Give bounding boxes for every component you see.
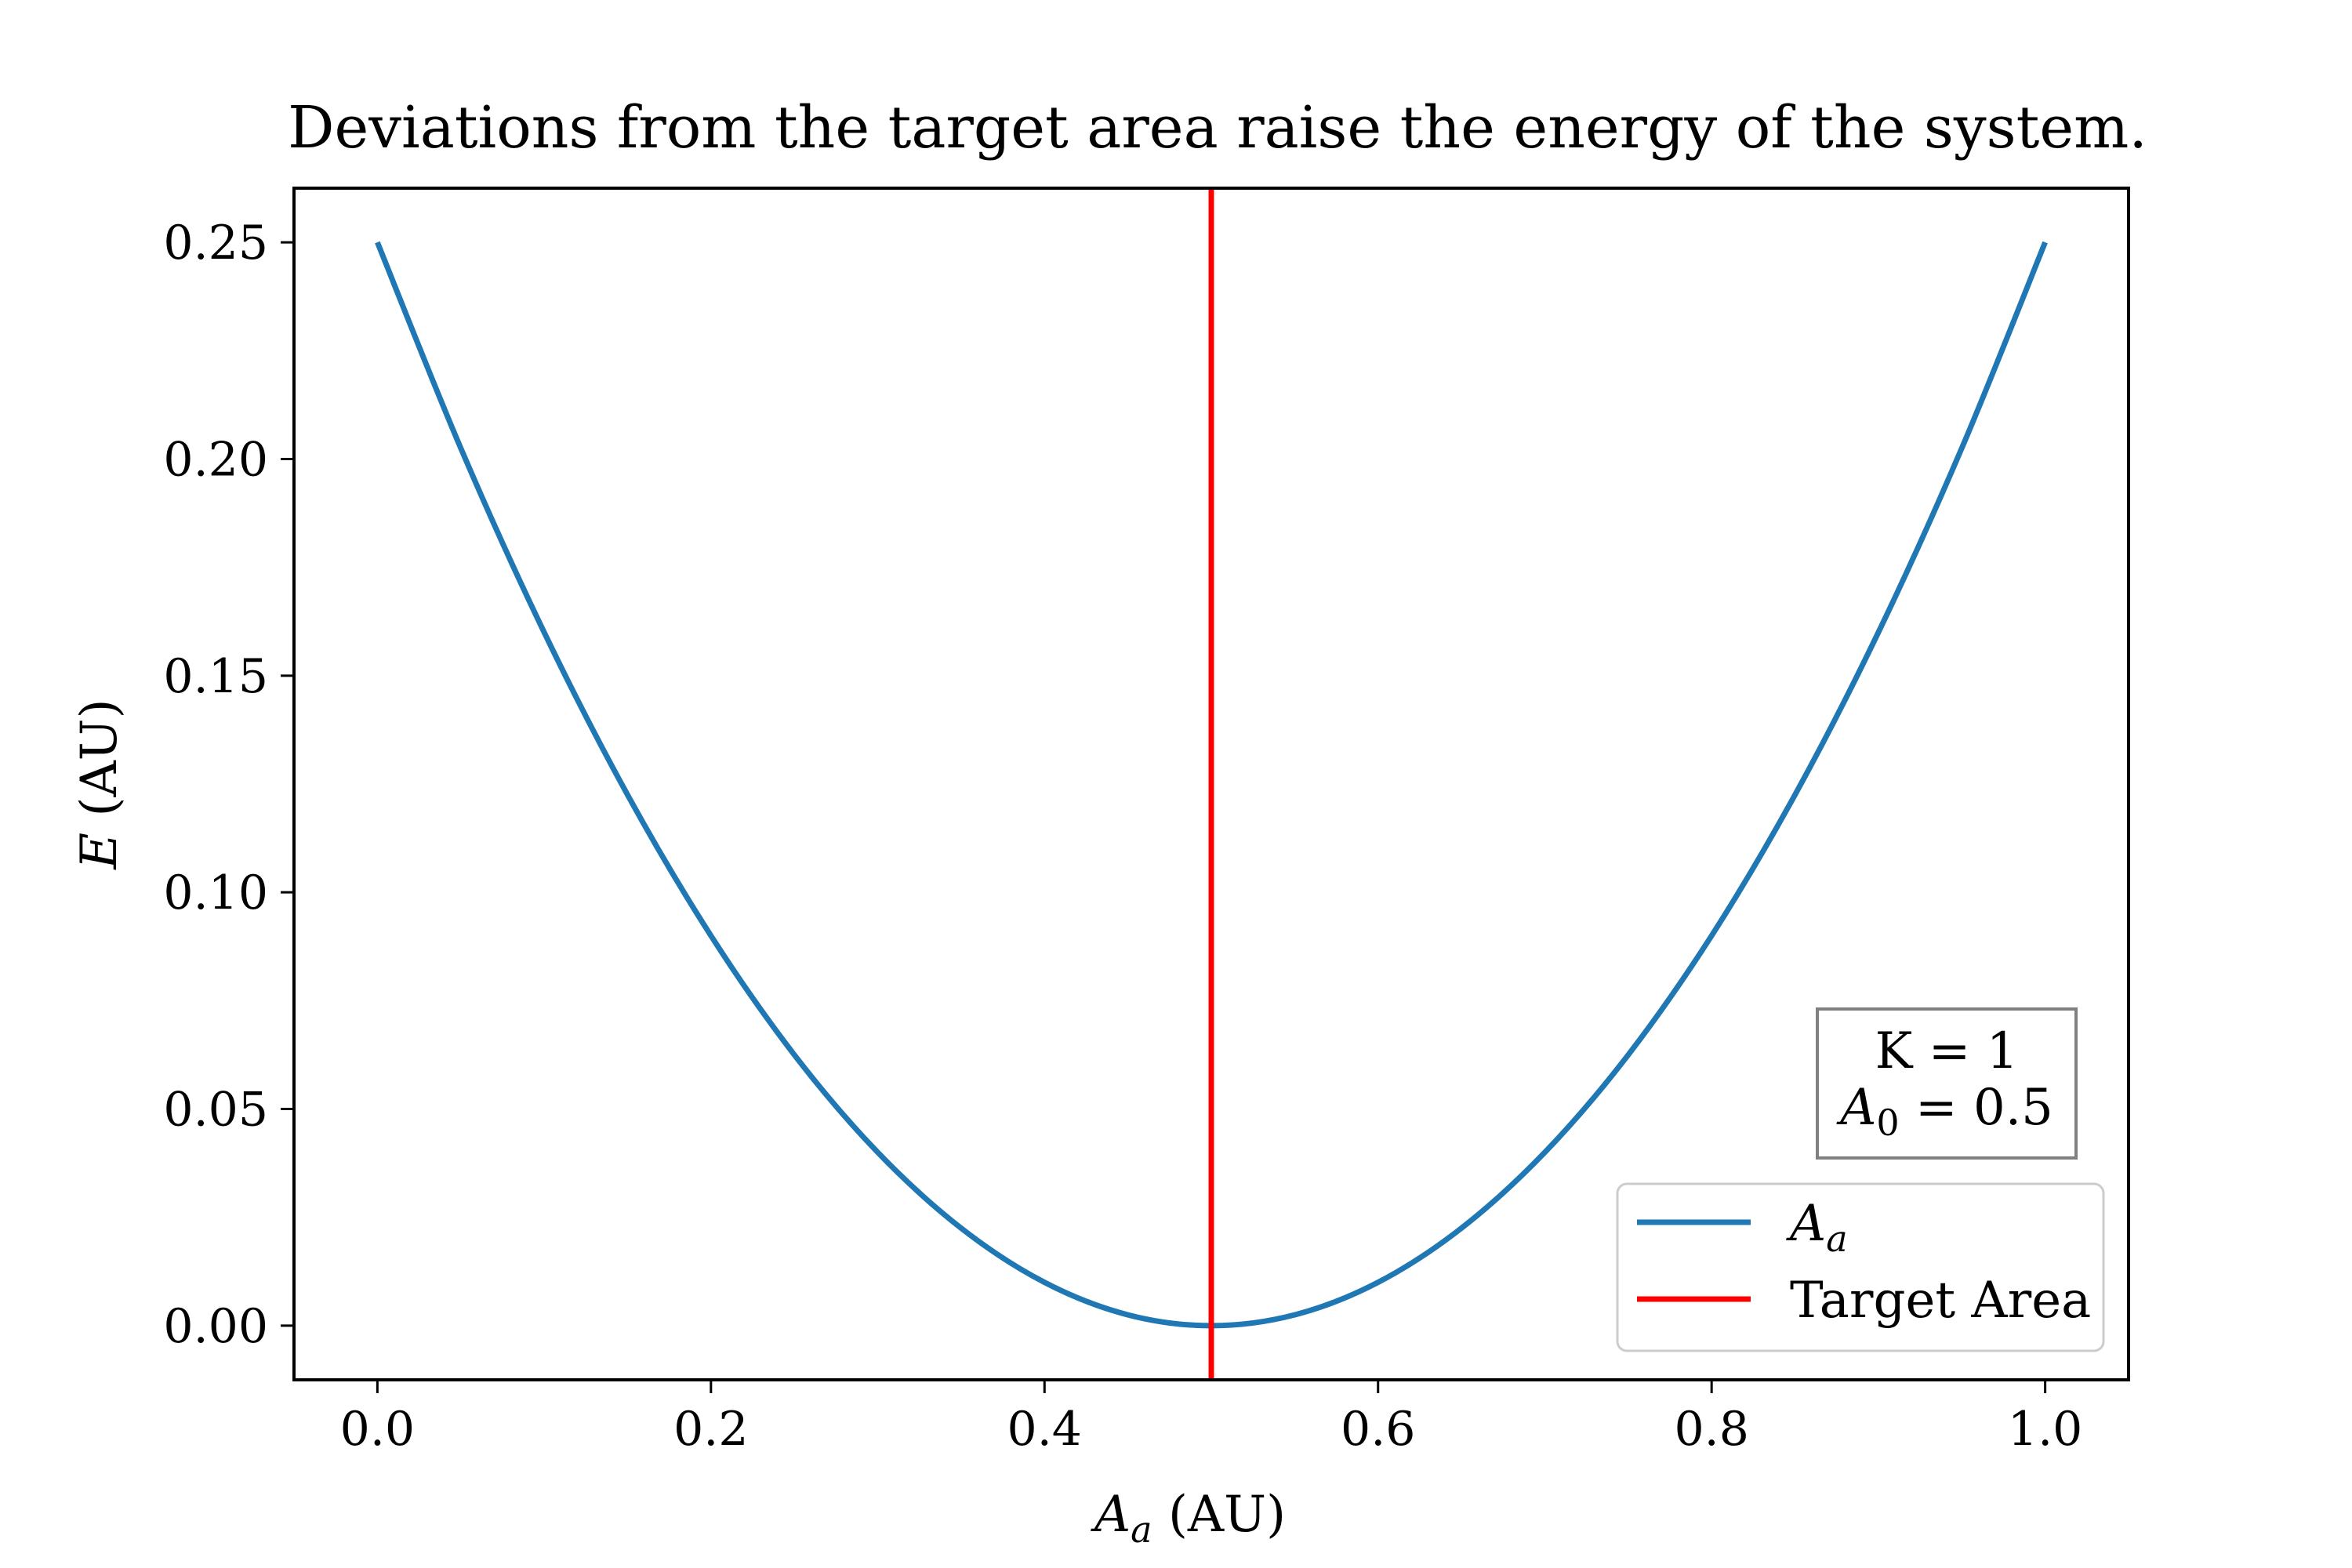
x-tick-label: 1.0 (2008, 1402, 2082, 1457)
y-tick-label: 0.00 (163, 1299, 268, 1354)
y-axis: 0.00 0.05 0.10 0.15 0.20 0.25 (163, 216, 294, 1354)
annotation-frame (1816, 1007, 2078, 1160)
y-axis-label: E (AU) (71, 699, 129, 869)
legend-label-target-area: Target Area (1790, 1272, 2091, 1330)
y-tick-label: 0.10 (163, 866, 268, 920)
y-tick-label: 0.15 (163, 649, 268, 704)
y-tick-label: 0.20 (163, 432, 268, 487)
plot-area (292, 187, 2130, 1381)
x-axis: 0.0 0.2 0.4 0.6 0.8 1.0 (340, 1380, 2082, 1457)
legend: Aa Target Area (1616, 1182, 2105, 1352)
y-tick-label: 0.25 (163, 216, 268, 270)
x-tick-label: 0.4 (1007, 1402, 1082, 1457)
chart-title: Deviations from the target area raise th… (288, 94, 2147, 162)
annotation-line-2: A0 = 0.5 (1836, 1079, 2053, 1144)
legend-frame (1616, 1182, 2105, 1352)
parameter-annotation: K = 1 A0 = 0.5 (1816, 1007, 2078, 1160)
annotation-line-1: K = 1 (1875, 1022, 2019, 1080)
axes-frame (292, 187, 2130, 1381)
x-tick-label: 0.0 (340, 1402, 415, 1457)
x-tick-label: 0.6 (1341, 1402, 1415, 1457)
x-axis-label: Aa (AU) (1091, 1486, 1286, 1551)
x-tick-label: 0.8 (1674, 1402, 1748, 1457)
y-tick-label: 0.05 (163, 1083, 268, 1138)
legend-label-series: Aa (1786, 1195, 1848, 1260)
x-tick-label: 0.2 (673, 1402, 748, 1457)
